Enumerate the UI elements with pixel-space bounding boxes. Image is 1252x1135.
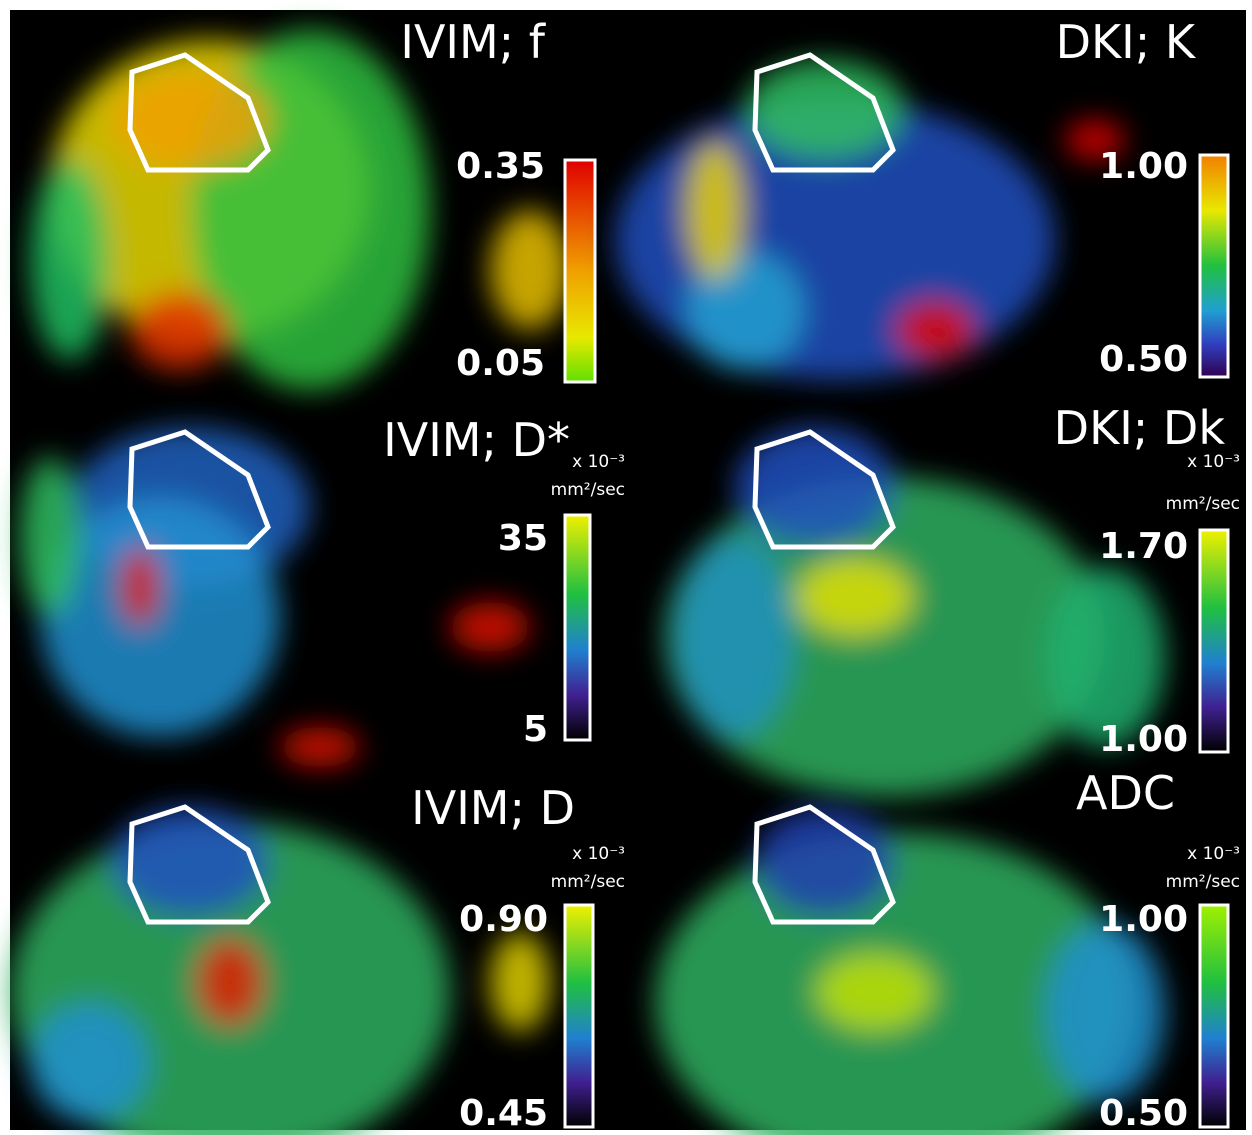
unit-label: x 10⁻³	[572, 452, 625, 472]
colorbar	[565, 160, 595, 382]
unit-label: mm²/sec	[1166, 872, 1240, 892]
colorbar-min: 0.50	[1099, 339, 1188, 380]
map-region	[130, 290, 230, 370]
colorbar-max: 35	[498, 518, 548, 559]
colorbar	[565, 905, 593, 1127]
unit-label: mm²/sec	[551, 872, 625, 892]
map-region	[895, 300, 975, 360]
panel-title: IVIM; D	[411, 781, 575, 835]
unit-label: x 10⁻³	[1187, 452, 1240, 472]
colorbar	[1200, 155, 1228, 377]
map-region	[675, 537, 795, 737]
map-region	[815, 952, 935, 1032]
map-region	[735, 427, 895, 547]
unit-label: x 10⁻³	[572, 844, 625, 864]
map-region	[1045, 922, 1165, 1102]
panel-title: IVIM; f	[400, 15, 546, 69]
panel-title: DKI; Dk	[1054, 401, 1226, 455]
unit-label: x 10⁻³	[1187, 844, 1240, 864]
colorbar-max: 1.70	[1099, 526, 1188, 567]
colorbar-max: 0.35	[456, 146, 545, 187]
colorbar-min: 0.05	[456, 343, 545, 384]
map-region	[685, 140, 745, 280]
map-region	[795, 557, 915, 637]
panel-title: IVIM; D*	[383, 413, 570, 467]
colorbar-min: 5	[523, 709, 548, 750]
colorbar	[1200, 905, 1228, 1127]
colorbar-max: 1.00	[1099, 899, 1188, 940]
map-region	[490, 210, 570, 330]
map-region	[490, 932, 550, 1032]
map-region	[120, 547, 160, 627]
map-region	[450, 602, 530, 652]
map-region	[745, 60, 905, 160]
panel-title: ADC	[1076, 766, 1175, 820]
map-region	[195, 937, 265, 1027]
figure: IVIM; f0.350.05DKI; K1.000.50IVIM; D*x 1…	[0, 0, 1252, 1135]
map-region	[30, 160, 110, 360]
unit-label: mm²/sec	[1166, 494, 1240, 514]
colorbar-min: 1.00	[1099, 719, 1188, 760]
colorbar-max: 0.90	[459, 899, 548, 940]
panel-title: DKI; K	[1056, 15, 1197, 69]
colorbar	[1200, 530, 1228, 752]
map-region	[755, 807, 895, 917]
map-region	[280, 727, 360, 767]
colorbar-max: 1.00	[1099, 146, 1188, 187]
map-region	[30, 1002, 150, 1122]
map-region	[20, 457, 80, 617]
unit-label: mm²/sec	[551, 480, 625, 500]
colorbar-min: 0.45	[459, 1093, 548, 1134]
colorbar	[565, 515, 590, 740]
colorbar-min: 0.50	[1099, 1093, 1188, 1134]
